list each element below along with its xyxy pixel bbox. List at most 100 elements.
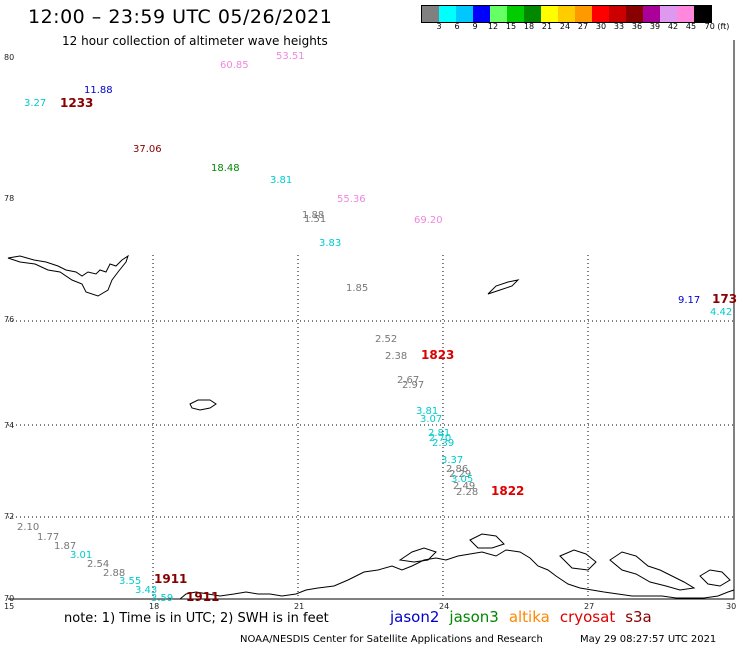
scale-label: 15 bbox=[505, 22, 517, 31]
lat-label: 76 bbox=[4, 315, 14, 324]
lat-label: 78 bbox=[4, 194, 14, 203]
lat-label: 70 bbox=[4, 594, 14, 603]
scale-label: 6 bbox=[454, 22, 460, 31]
satellite-legend: jason2 jason3 altika cryosat s3a bbox=[390, 608, 662, 626]
observation-labels: 60.85 53.51 11.88 3.27 1233 37.06 18.48 3.81 55.… bbox=[17, 51, 737, 604]
wave-height-label: 2.54 bbox=[87, 559, 109, 570]
scale-label: 70 (ft) bbox=[704, 22, 730, 31]
legend-item-jason3: jason3 bbox=[449, 608, 499, 626]
lon-label: 27 bbox=[584, 602, 594, 611]
scale-swatch bbox=[558, 6, 575, 22]
wave-height-label: 2.70 bbox=[429, 433, 451, 444]
legend-item-altika: altika bbox=[508, 608, 550, 626]
lat-label: 80 bbox=[4, 53, 14, 62]
legend-item-cryosat: cryosat bbox=[559, 608, 616, 626]
wave-height-label: 60.85 bbox=[220, 60, 249, 71]
scale-swatch bbox=[439, 6, 456, 22]
scale-label: 12 bbox=[487, 22, 499, 31]
wave-height-label: 1.85 bbox=[346, 283, 368, 294]
pass-time-label: 1233 bbox=[60, 96, 93, 110]
scale-swatch bbox=[609, 6, 626, 22]
legend-item-jason2: jason2 bbox=[390, 608, 440, 626]
wave-height-label: 2.97 bbox=[402, 380, 424, 391]
scale-swatch bbox=[694, 6, 711, 22]
wave-height-label: 3.37 bbox=[441, 455, 463, 466]
wave-height-label: 37.06 bbox=[133, 144, 162, 155]
scale-swatch bbox=[541, 6, 558, 22]
lon-label: 15 bbox=[4, 602, 14, 611]
wave-height-label: 1.51 bbox=[304, 214, 326, 225]
scale-swatch bbox=[422, 6, 439, 22]
wave-height-label: 1.87 bbox=[54, 541, 76, 552]
scale-label: 9 bbox=[472, 22, 478, 31]
scale-swatch bbox=[592, 6, 609, 22]
scale-label: 45 bbox=[685, 22, 697, 31]
scale-label: 21 bbox=[541, 22, 553, 31]
wave-height-label: 3.81 bbox=[416, 406, 438, 417]
wave-height-label: 53.51 bbox=[276, 51, 305, 62]
wave-height-label: 2.67 bbox=[397, 375, 419, 386]
credit-text: NOAA/NESDIS Center for Satellite Applica… bbox=[240, 634, 543, 645]
scale-swatch bbox=[456, 6, 473, 22]
wave-height-label: 18.48 bbox=[211, 163, 240, 174]
wave-height-label: 3.43 bbox=[135, 585, 157, 596]
scale-swatch bbox=[677, 6, 694, 22]
wave-height-label: 3.07 bbox=[420, 414, 442, 425]
pass-time-label: 1823 bbox=[421, 348, 454, 362]
wave-height-label: 2.49 bbox=[453, 481, 475, 492]
scale-swatch bbox=[575, 6, 592, 22]
lon-label: 21 bbox=[294, 602, 304, 611]
wave-height-label: 11.88 bbox=[84, 85, 113, 96]
wave-height-label: 1.77 bbox=[37, 532, 59, 543]
wave-height-label: 55.36 bbox=[337, 194, 366, 205]
page-title: 12:00 – 23:59 UTC 05/26/2021 bbox=[28, 6, 333, 28]
wave-height-label: 3.83 bbox=[319, 238, 341, 249]
lon-label: 30 bbox=[726, 602, 736, 611]
scale-swatch bbox=[643, 6, 660, 22]
wave-height-label: 3.27 bbox=[24, 98, 46, 109]
scale-label: 27 bbox=[577, 22, 589, 31]
pass-time-label: 1822 bbox=[491, 484, 524, 498]
lon-label: 18 bbox=[149, 602, 159, 611]
scale-label: 18 bbox=[523, 22, 535, 31]
wave-height-label: 2.10 bbox=[17, 522, 39, 533]
color-scale-labels: 3 6 9 12 15 18 21 24 27 30 33 36 39 42 45 70 (ft) bbox=[421, 22, 740, 34]
scale-swatch bbox=[524, 6, 541, 22]
scale-swatch bbox=[626, 6, 643, 22]
wave-height-label: 2.29 bbox=[449, 469, 471, 480]
wave-height-label: 3.55 bbox=[119, 576, 141, 587]
wave-height-label: 2.88 bbox=[103, 568, 125, 579]
wave-height-label: 4.42 bbox=[710, 307, 732, 318]
scale-label: 3 bbox=[436, 22, 442, 31]
wave-height-label: 2.38 bbox=[385, 351, 407, 362]
scale-label: 33 bbox=[613, 22, 625, 31]
timestamp-text: May 29 08:27:57 UTC 2021 bbox=[580, 634, 717, 645]
wave-height-label: 3.01 bbox=[70, 550, 92, 561]
pass-time-label: 1911 bbox=[154, 572, 187, 586]
scale-swatch bbox=[473, 6, 490, 22]
page-subtitle: 12 hour collection of altimeter wave hei… bbox=[62, 34, 328, 48]
wave-height-label: 69.20 bbox=[414, 215, 443, 226]
longitude-labels: 15 18 21 24 27 30 bbox=[4, 602, 736, 611]
pass-time-label: 1911 bbox=[186, 590, 219, 604]
wave-height-label: 3.81 bbox=[270, 175, 292, 186]
lat-label: 74 bbox=[4, 421, 14, 430]
color-scale-bar bbox=[421, 5, 712, 23]
latitude-labels: 80 78 76 74 72 70 bbox=[4, 53, 14, 603]
wave-height-label: 1.88 bbox=[302, 210, 324, 221]
graticule bbox=[8, 255, 734, 599]
scale-label: 42 bbox=[667, 22, 679, 31]
scale-swatch bbox=[490, 6, 507, 22]
wave-height-label: 3.59 bbox=[151, 593, 173, 604]
scale-label: 39 bbox=[649, 22, 661, 31]
wave-height-label: 2.52 bbox=[375, 334, 397, 345]
scale-swatch bbox=[507, 6, 524, 22]
wave-height-label: 2.86 bbox=[446, 464, 468, 475]
pass-time-label: 173 bbox=[712, 292, 737, 306]
scale-label: 36 bbox=[631, 22, 643, 31]
lat-label: 72 bbox=[4, 512, 14, 521]
wave-height-label: 3.05 bbox=[451, 474, 473, 485]
coastline bbox=[7, 254, 735, 600]
wave-height-label: 2.39 bbox=[432, 438, 454, 449]
